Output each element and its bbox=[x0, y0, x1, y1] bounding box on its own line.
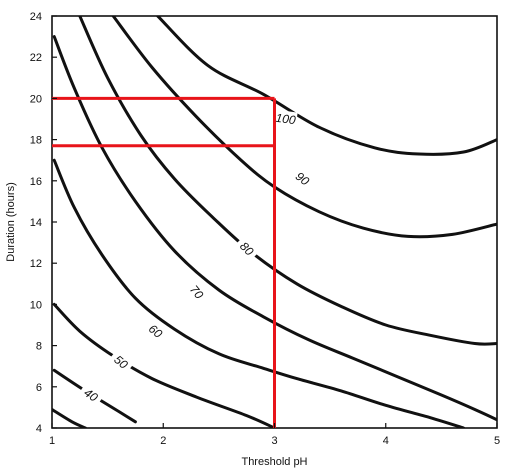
y-tick-label: 22 bbox=[30, 52, 42, 64]
y-tick-label: 18 bbox=[30, 135, 42, 147]
x-tick-label: 2 bbox=[160, 435, 166, 447]
y-tick-label: 6 bbox=[36, 382, 42, 394]
x-axis-title: Threshold pH bbox=[241, 456, 307, 468]
y-tick-label: 20 bbox=[30, 93, 42, 105]
contour-line-60 bbox=[52, 158, 466, 428]
y-tick-label: 10 bbox=[30, 299, 42, 311]
contour-line-70 bbox=[52, 35, 497, 422]
x-tick-label: 1 bbox=[49, 435, 55, 447]
contour-label-background bbox=[184, 278, 210, 305]
contour-line-80 bbox=[78, 16, 497, 346]
y-tick-label: 4 bbox=[36, 423, 42, 435]
contour-line-50 bbox=[52, 302, 276, 428]
x-tick-label: 5 bbox=[494, 435, 500, 447]
contour-line-unlabeled bbox=[52, 408, 87, 428]
contour-label-background bbox=[273, 109, 298, 127]
x-tick-label: 4 bbox=[383, 435, 389, 447]
contour-label-background bbox=[143, 317, 170, 343]
y-tick-label: 8 bbox=[36, 341, 42, 353]
y-tick-label: 14 bbox=[30, 217, 42, 229]
y-axis-title: Duration (hours) bbox=[5, 182, 17, 261]
contour-label-background bbox=[289, 165, 316, 191]
contour-label-background bbox=[108, 348, 135, 374]
y-tick-label: 16 bbox=[30, 176, 42, 188]
contour-line-100 bbox=[156, 16, 497, 156]
y-tick-label: 12 bbox=[30, 258, 42, 270]
x-tick-label: 3 bbox=[271, 435, 277, 447]
contour-label-100: 100 bbox=[275, 111, 297, 128]
contour-line-90 bbox=[111, 16, 497, 239]
y-tick-label: 24 bbox=[30, 11, 42, 23]
contour-label-background bbox=[234, 235, 261, 261]
contour-label-background bbox=[78, 382, 105, 407]
contour-line-40 bbox=[52, 368, 137, 424]
